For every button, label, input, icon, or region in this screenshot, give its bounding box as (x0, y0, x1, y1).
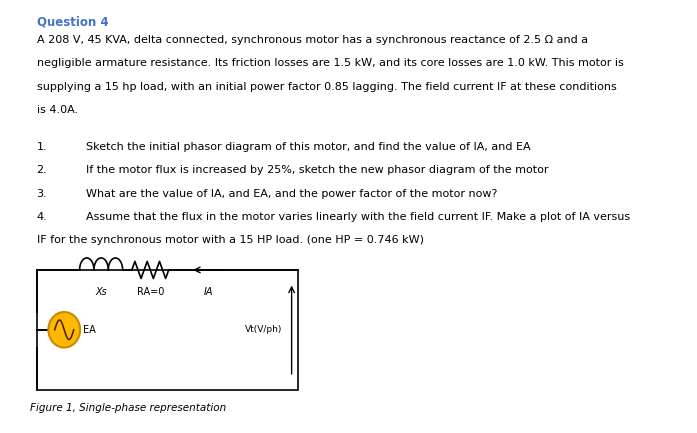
Text: What are the value of IA, and EA, and the power factor of the motor now?: What are the value of IA, and EA, and th… (86, 189, 497, 199)
Text: Xs: Xs (95, 287, 107, 297)
Text: RA=0: RA=0 (137, 287, 164, 297)
Text: is 4.0A.: is 4.0A. (36, 105, 77, 115)
Text: If the motor flux is increased by 25%, sketch the new phasor diagram of the moto: If the motor flux is increased by 25%, s… (86, 165, 549, 175)
Text: Figure 1, Single-phase representation: Figure 1, Single-phase representation (31, 403, 227, 413)
Text: 2.: 2. (36, 165, 47, 175)
Text: EA: EA (83, 325, 96, 335)
Ellipse shape (48, 312, 80, 348)
Text: Vt(V/ph): Vt(V/ph) (245, 325, 282, 334)
Text: 1.: 1. (36, 142, 47, 152)
Text: 3.: 3. (36, 189, 47, 199)
Text: supplying a 15 hp load, with an initial power factor 0.85 lagging. The field cur: supplying a 15 hp load, with an initial … (36, 82, 616, 92)
Text: negligible armature resistance. Its friction losses are 1.5 kW, and its core los: negligible armature resistance. Its fric… (36, 58, 623, 68)
Text: IF for the synchronous motor with a 15 HP load. (one HP = 0.746 kW): IF for the synchronous motor with a 15 H… (36, 235, 424, 245)
Text: 4.: 4. (36, 212, 47, 222)
Text: Assume that the flux in the motor varies linearly with the field current IF. Mak: Assume that the flux in the motor varies… (86, 212, 630, 222)
Text: IA: IA (204, 287, 213, 297)
Text: A 208 V, 45 KVA, delta connected, synchronous motor has a synchronous reactance : A 208 V, 45 KVA, delta connected, synchr… (36, 35, 588, 45)
Text: Question 4: Question 4 (36, 16, 108, 29)
Text: Sketch the initial phasor diagram of this motor, and find the value of IA, and E: Sketch the initial phasor diagram of thi… (86, 142, 530, 152)
